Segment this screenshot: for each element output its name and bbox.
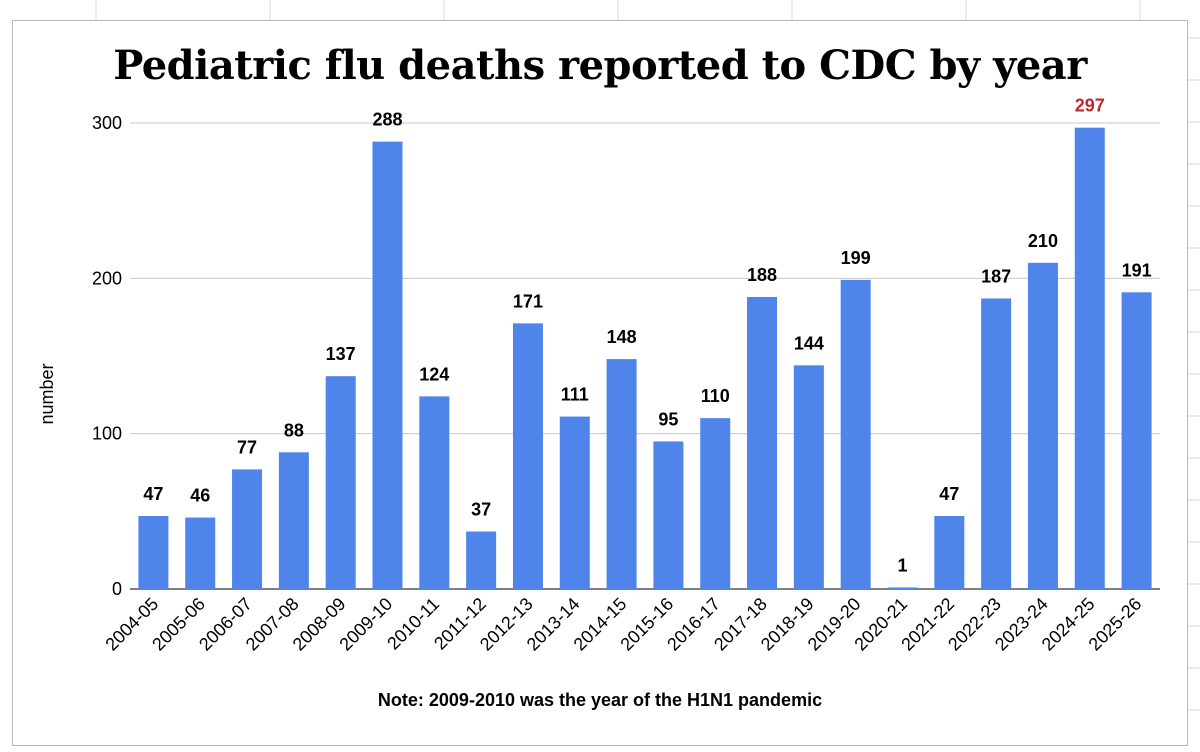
data-label: 95 [658,409,678,429]
bar [512,323,543,589]
bar [887,587,918,589]
bar [981,298,1012,589]
data-label: 77 [237,437,257,457]
data-label: 110 [701,386,730,406]
data-label: 187 [981,267,1011,287]
data-label: 188 [747,265,777,285]
data-label: 297 [1075,96,1105,116]
bar [325,376,356,589]
bar [138,515,169,589]
data-label: 1 [897,555,907,575]
bar [1027,262,1058,589]
data-label: 144 [794,333,824,353]
bar [232,469,263,589]
data-label: 46 [190,486,210,506]
y-tick-label: 100 [92,424,122,444]
bar [278,452,309,589]
data-label: 47 [143,484,163,504]
data-label: 111 [561,385,589,405]
chart-title: Pediatric flu deaths reported to CDC by … [113,42,1087,89]
x-tick-label: 2025-26 [1085,594,1146,655]
data-label: 210 [1028,231,1058,251]
bar [840,279,871,589]
data-label: 199 [841,248,871,268]
data-label: 37 [471,500,491,520]
bar [653,441,684,589]
bar [1121,292,1152,589]
data-label: 137 [326,344,356,364]
x-tick-label: 2009-10 [335,594,396,655]
data-label: 148 [607,327,637,347]
bar [372,141,403,589]
data-label: 171 [513,291,543,311]
bar [793,365,824,589]
bar [606,359,637,589]
bar [466,531,497,589]
data-label: 288 [372,110,402,130]
bar [700,418,731,589]
chart-note: Note: 2009-2010 was the year of the H1N1… [377,690,823,710]
y-tick-label: 200 [92,268,122,288]
bar [1074,127,1105,589]
data-label: 124 [419,364,449,384]
y-tick-label: 300 [92,113,122,133]
bar [559,416,590,589]
data-label: 88 [284,420,304,440]
data-label: 191 [1122,260,1152,280]
data-label: 47 [939,484,959,504]
bar [934,515,965,589]
bar [419,396,450,589]
bar [185,517,216,589]
y-tick-label: 0 [112,579,122,599]
bar [747,296,778,589]
